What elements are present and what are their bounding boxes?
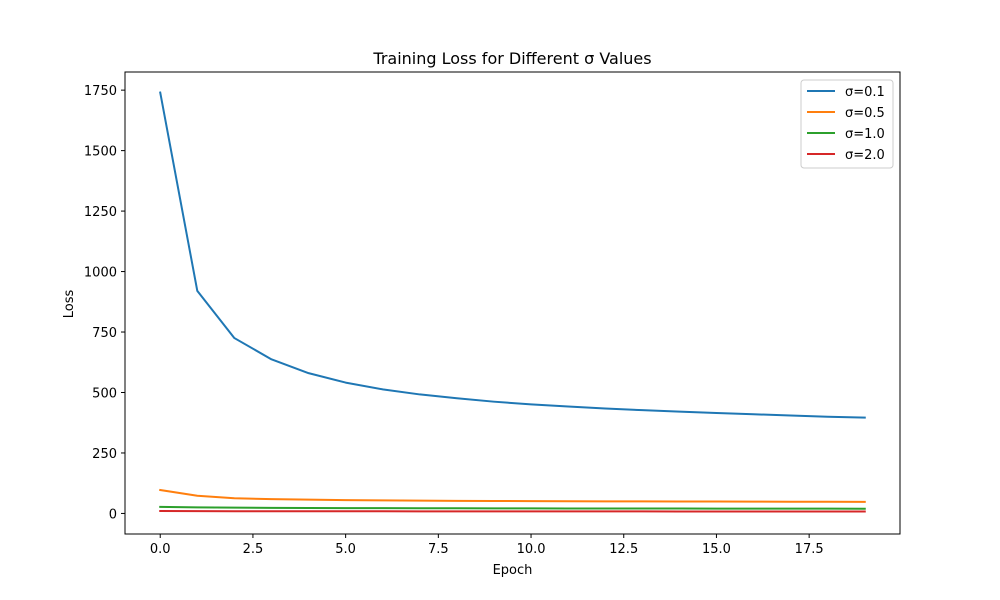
axes-frame [124, 71, 901, 535]
y-tick-label: 250 [92, 447, 117, 462]
y-tick-label: 1250 [84, 205, 117, 220]
x-tick-label: 15.0 [702, 542, 731, 557]
legend-label-3: σ=2.0 [845, 148, 885, 163]
x-tick-label: 0.0 [150, 542, 171, 557]
x-tick-label: 17.5 [795, 542, 824, 557]
x-tick-label: 5.0 [335, 542, 356, 557]
legend: σ=0.1 σ=0.5 σ=1.0 σ=2.0 [800, 79, 894, 169]
series-line-0 [159, 91, 866, 419]
legend-label-2: σ=1.0 [845, 127, 885, 142]
y-tick-label: 1500 [84, 145, 117, 160]
x-axis-label: Epoch [493, 563, 533, 578]
legend-label-1: σ=0.5 [845, 106, 885, 121]
y-tick-label: 1000 [84, 266, 117, 281]
x-tick-label: 7.5 [428, 542, 449, 557]
chart-title: Training Loss for Different σ Values [372, 49, 651, 68]
x-tick-label: 2.5 [243, 542, 264, 557]
legend-box [800, 79, 894, 169]
y-tick-label: 750 [92, 326, 117, 341]
plot-area: 0.0 2.5 5.0 7.5 10.0 12.5 15.0 17.5 0 250 500 750 10… [84, 71, 901, 557]
series-line-1 [159, 488, 866, 503]
series-line-2 [159, 505, 866, 510]
y-tick-label: 500 [92, 386, 117, 401]
legend-label-0: σ=0.1 [845, 85, 885, 100]
x-tick-label: 10.0 [517, 542, 546, 557]
y-tick-label: 0 [109, 507, 117, 522]
x-tick-label: 12.5 [609, 542, 638, 557]
y-tick-label: 1750 [84, 84, 117, 99]
y-axis-label: Loss [62, 290, 77, 319]
